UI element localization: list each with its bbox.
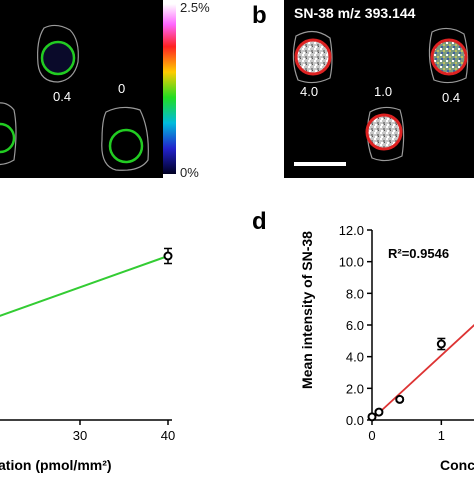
data-points	[163, 247, 173, 265]
data-point	[436, 339, 446, 349]
y-tick-label: 6.0	[346, 318, 364, 333]
y-tick-label: 0.0	[346, 413, 364, 428]
chart-d-plot: Mean intensity of SN-38 0.0 2.0 4.0 6.0 8.0 1…	[299, 223, 474, 473]
spot-label: 0	[118, 81, 125, 96]
x-tick-label: 40	[161, 428, 175, 443]
y-ticks: 0.0 2.0 4.0 6.0 8.0 10.0 12.0	[339, 223, 372, 428]
x-axis-label: ation (pmol/mm²)	[0, 457, 112, 473]
spot-label: 4.0	[300, 84, 318, 99]
tissue-outline	[428, 27, 469, 84]
sample-ring	[430, 38, 468, 76]
x-ticks: 203040	[73, 420, 175, 443]
sample-ring	[294, 38, 332, 76]
sample-ring	[0, 122, 16, 154]
tissue-outline	[37, 24, 79, 83]
colorbar-max-label: 2.5%	[180, 0, 210, 15]
chart-c-plot: 203040 ation (pmol/mm²)	[0, 247, 175, 473]
y-tick-label: 10.0	[339, 255, 364, 270]
panel-b-title: SN-38 m/z 393.144	[294, 5, 416, 21]
sample-ring	[365, 113, 403, 151]
y-tick-label: 2.0	[346, 381, 364, 396]
chart-c: 203040 ation (pmol/mm²)	[0, 188, 230, 474]
tissue-outline	[0, 102, 17, 166]
tissue-outline	[101, 106, 149, 171]
x-tick-label: 1	[438, 428, 445, 443]
panel-b-micrograph: SN-38 m/z 393.144 4.0 0.4 1.0	[292, 5, 469, 166]
x-axis-label: Concent	[440, 457, 474, 473]
scale-bar	[294, 162, 346, 166]
sample-ring	[108, 128, 144, 164]
y-tick-label: 12.0	[339, 223, 364, 238]
chart-d: Mean intensity of SN-38 0.0 2.0 4.0 6.0 8.0 1…	[236, 188, 474, 474]
fit-line	[371, 324, 474, 420]
data-points	[367, 337, 446, 422]
sample-ring	[40, 40, 76, 76]
y-tick-label: 4.0	[346, 350, 364, 365]
colorbar-min-label: 0%	[180, 165, 199, 180]
panel-b-image: SN-38 m/z 393.144 4.0 0.4 1.0	[284, 0, 474, 178]
data-point	[395, 394, 405, 404]
y-tick-label: 8.0	[346, 286, 364, 301]
r-squared-annotation: R²=0.9546	[388, 246, 449, 261]
colorbar-gradient	[163, 4, 176, 174]
colorbar: 2.5% 0%	[163, 0, 219, 180]
panel-a-micrograph: 0.4 0	[0, 24, 149, 171]
panel-b-letter: b	[252, 2, 267, 29]
x-tick-label: 30	[73, 428, 87, 443]
data-point	[367, 412, 377, 422]
spot-label: 1.0	[374, 84, 392, 99]
x-tick-label: 0	[368, 428, 375, 443]
data-point	[374, 407, 384, 417]
fit-line	[0, 255, 169, 317]
panel-d-letter: d	[252, 208, 267, 235]
spot-label: 0.4	[53, 89, 71, 104]
tissue-outline	[366, 106, 405, 162]
spot-label: 0.4	[442, 90, 460, 105]
tissue-outline	[292, 30, 333, 84]
data-point	[163, 251, 173, 261]
panel-a-image: 0.4 0	[0, 0, 163, 178]
colorbar-graphic: 2.5% 0%	[163, 0, 210, 180]
y-axis-label: Mean intensity of SN-38	[299, 231, 315, 389]
